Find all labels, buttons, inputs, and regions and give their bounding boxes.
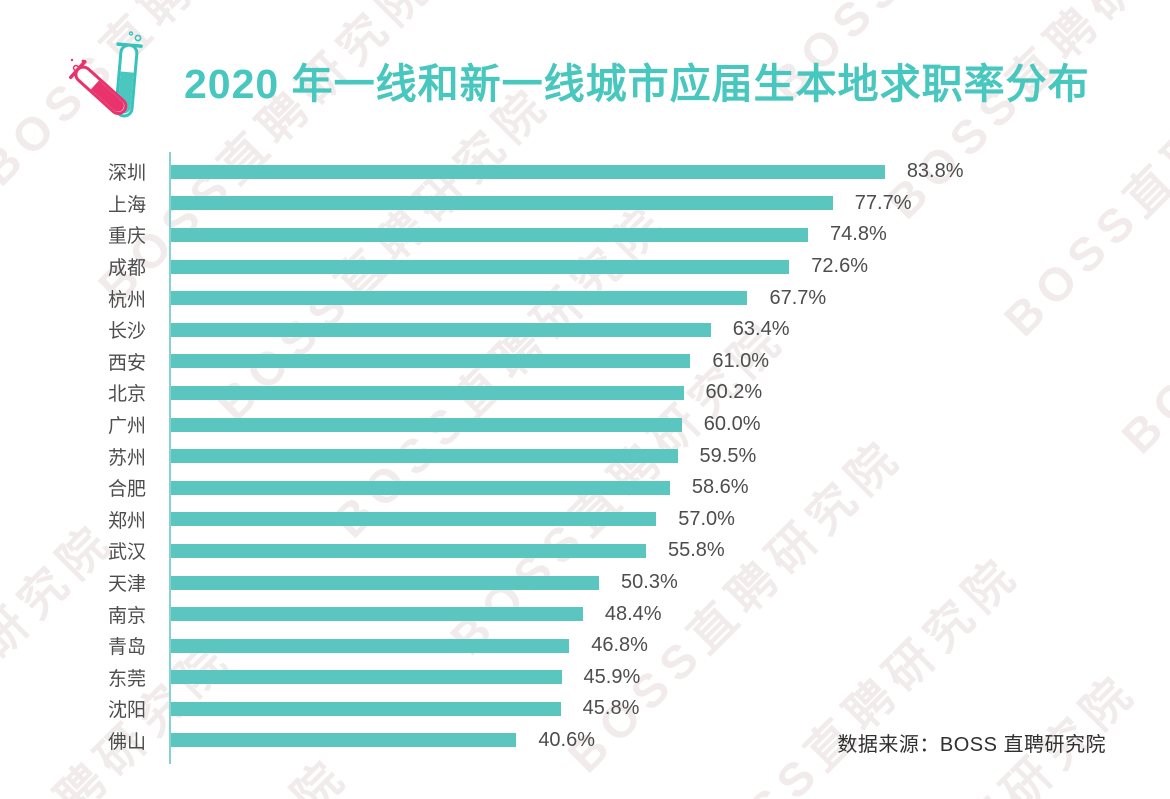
bar	[170, 638, 570, 653]
category-label: 青岛	[107, 637, 146, 659]
value-label: 59.5%	[699, 444, 757, 467]
bar	[170, 512, 657, 527]
category-label: 深圳	[107, 163, 146, 185]
bar	[170, 701, 561, 716]
bar	[170, 607, 583, 622]
value-label: 45.8%	[582, 697, 640, 720]
value-label: 67.7%	[769, 286, 827, 309]
data-source: 数据来源：BOSS 直聘研究院	[837, 734, 1106, 756]
category-label: 长沙	[107, 321, 146, 343]
bar-row: 北京 60.2%	[0, 377, 1170, 409]
value-label: 72.6%	[811, 255, 868, 278]
category-label: 北京	[107, 384, 146, 406]
bar	[170, 575, 600, 590]
bar-row: 武汉 55.8%	[0, 535, 1170, 567]
test-tubes-icon	[69, 31, 143, 118]
bar	[170, 322, 711, 337]
bar	[170, 164, 885, 179]
bar-chart: 深圳 83.8% 上海 77.7% 重庆 74.8% 成都 72.6% 杭州 67.7% 长沙 63.…	[0, 152, 1170, 764]
value-label: 63.4%	[732, 318, 790, 341]
bar-row: 东莞 45.9%	[0, 662, 1170, 694]
category-label: 沈阳	[107, 700, 146, 722]
value-label: 77.7%	[854, 191, 912, 214]
value-label: 50.3%	[621, 571, 678, 594]
category-label: 成都	[107, 258, 146, 280]
bar-row: 广州 60.0%	[0, 409, 1170, 441]
value-label: 74.8%	[830, 223, 887, 246]
category-label: 广州	[107, 416, 146, 438]
value-label: 60.2%	[705, 381, 763, 404]
bar-row: 重庆 74.8%	[0, 219, 1170, 251]
bar-rows: 深圳 83.8% 上海 77.7% 重庆 74.8% 成都 72.6% 杭州 67.7% 长沙 63.…	[0, 156, 1170, 756]
category-label: 天津	[107, 574, 146, 596]
bar-row: 深圳 83.8%	[0, 156, 1170, 188]
bar-row: 沈阳 45.8%	[0, 693, 1170, 725]
value-label: 61.0%	[712, 349, 770, 372]
bar-row: 佛山 40.6%	[0, 725, 1170, 757]
bar-row: 西安 61.0%	[0, 346, 1170, 378]
category-label: 东莞	[107, 668, 146, 690]
bar	[170, 354, 691, 369]
bar-row: 杭州 67.7%	[0, 282, 1170, 314]
bar	[170, 196, 833, 211]
category-label: 合肥	[107, 479, 146, 501]
bar-row: 郑州 57.0%	[0, 504, 1170, 536]
bar	[170, 449, 678, 464]
value-label: 60.0%	[703, 413, 761, 436]
value-label: 83.8%	[906, 160, 964, 183]
category-label: 南京	[107, 605, 146, 627]
value-label: 58.6%	[691, 476, 749, 499]
value-label: 48.4%	[604, 602, 662, 625]
value-label: 45.9%	[583, 665, 641, 688]
bar	[170, 480, 670, 495]
header: 2020 年一线和新一线城市应届生本地求职率分布	[64, 30, 1150, 130]
y-axis-line	[169, 152, 171, 764]
value-label: 55.8%	[667, 539, 725, 562]
bar	[170, 291, 748, 306]
category-label: 苏州	[107, 447, 146, 469]
bar	[170, 259, 790, 274]
bar-row: 青岛 46.8%	[0, 630, 1170, 662]
value-label: 40.6%	[538, 728, 596, 751]
bar	[170, 543, 646, 558]
bar-row: 苏州 59.5%	[0, 440, 1170, 472]
bar-row: 合肥 58.6%	[0, 472, 1170, 504]
bar	[170, 227, 809, 242]
category-label: 武汉	[107, 542, 146, 564]
category-label: 郑州	[107, 510, 146, 532]
category-label: 西安	[107, 352, 146, 374]
bar-row: 成都 72.6%	[0, 251, 1170, 283]
bar	[170, 385, 684, 400]
category-label: 上海	[107, 194, 146, 216]
value-label: 46.8%	[591, 634, 648, 657]
bar	[170, 670, 562, 685]
bar-row: 上海 77.7%	[0, 188, 1170, 220]
bar-row: 南京 48.4%	[0, 598, 1170, 630]
category-label: 佛山	[107, 731, 146, 753]
value-label: 57.0%	[678, 507, 735, 530]
category-label: 重庆	[107, 226, 146, 248]
bar	[170, 733, 517, 748]
bar-row: 天津 50.3%	[0, 567, 1170, 599]
bar	[170, 417, 682, 432]
category-label: 杭州	[107, 289, 146, 311]
page-title: 2020 年一线和新一线城市应届生本地求职率分布	[184, 61, 1090, 107]
bar-row: 长沙 63.4%	[0, 314, 1170, 346]
